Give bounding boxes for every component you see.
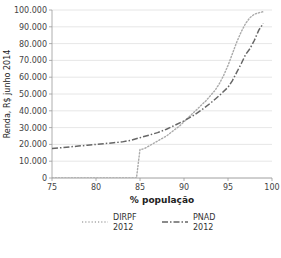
tick-mark: [184, 178, 185, 181]
tick-label: 75: [47, 183, 57, 192]
tick-label: 90: [179, 183, 189, 192]
grid-line: [52, 127, 272, 128]
tick-label: 90.000: [19, 23, 47, 32]
tick-label: 95: [223, 183, 233, 192]
grid-line: [52, 60, 272, 61]
tick-mark: [49, 144, 52, 145]
tick-mark: [49, 110, 52, 111]
tick-label: 50.000: [19, 90, 47, 99]
legend-swatch: [162, 221, 188, 223]
tick-mark: [49, 94, 52, 95]
tick-mark: [96, 178, 97, 181]
tick-label: 10.000: [19, 157, 47, 166]
tick-mark: [52, 178, 53, 181]
legend-swatch: [82, 221, 108, 223]
tick-label: 85: [135, 183, 145, 192]
grid-line: [52, 94, 272, 95]
tick-label: 100.000: [14, 6, 47, 15]
y-axis: 0 10.000 20.000 30.000 40.000 50.000 60.000 70.…: [14, 6, 272, 183]
legend-label-line: PNAD: [193, 213, 215, 222]
page: {"chart_data": {"type": "line", "title":…: [0, 0, 281, 258]
tick-label: 40.000: [19, 107, 47, 116]
legend-label-line: 2012: [193, 223, 213, 232]
tick-mark: [49, 127, 52, 128]
x-axis: 75 80 85 90 95 100: [47, 178, 280, 192]
grid-line: [52, 161, 272, 162]
legend-label: PNAD2012: [193, 213, 215, 232]
grid-line: [52, 144, 272, 145]
tick-mark: [49, 178, 52, 179]
legend: DIRPF2012PNAD2012: [82, 213, 215, 232]
plot-lines: [52, 12, 263, 178]
tick-mark: [140, 178, 141, 181]
x-axis-label: % população: [130, 195, 194, 205]
legend-label-line: DIRPF: [113, 213, 137, 222]
tick-label: 0: [42, 174, 47, 183]
grid-line: [52, 10, 272, 11]
y-axis-line: [52, 10, 53, 178]
legend-label: DIRPF2012: [113, 213, 137, 232]
tick-label: 30.000: [19, 124, 47, 133]
grid-line: [52, 77, 272, 78]
tick-label: 100: [264, 183, 279, 192]
tick-mark: [272, 178, 273, 181]
tick-label: 80: [91, 183, 101, 192]
grid-line: [52, 43, 272, 44]
tick-mark: [228, 178, 229, 181]
chart: 0 10.000 20.000 30.000 40.000 50.000 60.000 70.…: [0, 0, 281, 258]
grid-line: [52, 110, 272, 111]
tick-label: 80.000: [19, 40, 47, 49]
tick-mark: [49, 77, 52, 78]
y-axis-label: Renda, R$ junho 2014: [3, 50, 12, 139]
tick-mark: [49, 26, 52, 27]
tick-mark: [49, 43, 52, 44]
tick-mark: [49, 60, 52, 61]
series-line: [52, 23, 263, 148]
tick-label: 20.000: [19, 140, 47, 149]
series-line: [52, 12, 263, 178]
legend-label-line: 2012: [113, 223, 133, 232]
tick-label: 70.000: [19, 56, 47, 65]
tick-mark: [49, 10, 52, 11]
grid-line: [52, 26, 272, 27]
tick-label: 60.000: [19, 73, 47, 82]
tick-mark: [49, 161, 52, 162]
